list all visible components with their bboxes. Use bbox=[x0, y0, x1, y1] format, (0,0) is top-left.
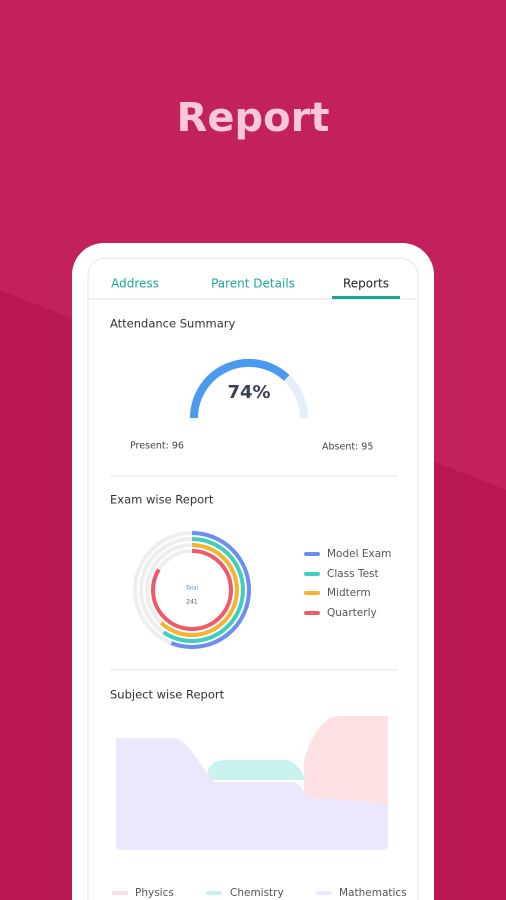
ring bbox=[139, 537, 245, 643]
legend-label: Mathematics bbox=[339, 887, 407, 899]
legend-swatch bbox=[316, 891, 332, 895]
area-chemistry bbox=[208, 760, 306, 780]
area-mathematics bbox=[116, 738, 388, 850]
legend-swatch bbox=[304, 552, 320, 556]
legend-label: Chemistry bbox=[230, 887, 284, 899]
gauge-fill bbox=[190, 358, 290, 419]
legend-label: Quarterly bbox=[327, 607, 377, 619]
ring bbox=[151, 549, 233, 631]
tab[interactable]: Address bbox=[111, 277, 159, 291]
ring bbox=[133, 531, 251, 649]
legend-swatch bbox=[206, 891, 222, 895]
ring-center-label: Total bbox=[185, 586, 198, 592]
gauge-percent: 74% bbox=[227, 382, 270, 403]
section-title: Exam wise Report bbox=[110, 493, 214, 507]
legend-swatch bbox=[304, 591, 320, 595]
legend-swatch bbox=[304, 572, 320, 576]
present-label: Present: 96 bbox=[130, 441, 184, 452]
legend-label: Model Exam bbox=[327, 548, 391, 560]
legend-label: Class Test bbox=[327, 568, 379, 580]
absent-label: Absent: 95 bbox=[322, 442, 373, 453]
area-physics bbox=[304, 716, 388, 804]
legend-label: Physics bbox=[135, 887, 174, 899]
tab[interactable]: Parent Details bbox=[211, 277, 295, 291]
ring bbox=[145, 543, 239, 637]
page-title: Report bbox=[177, 95, 330, 141]
section-title: Attendance Summary bbox=[110, 317, 236, 331]
tab-active[interactable]: Reports bbox=[343, 277, 389, 291]
legend-swatch bbox=[304, 611, 320, 615]
ring-chart bbox=[133, 531, 251, 649]
ring-center-value: 241 bbox=[186, 599, 198, 606]
legend-swatch bbox=[112, 891, 128, 895]
tab-underline bbox=[332, 296, 400, 299]
legend-label: Midterm bbox=[327, 587, 371, 599]
section-title: Subject wise Report bbox=[110, 688, 225, 702]
